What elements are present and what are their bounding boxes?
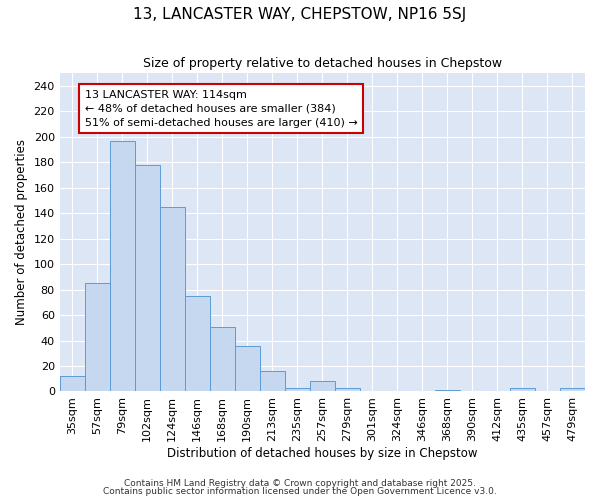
- Bar: [59, 376, 85, 392]
- Text: 13, LANCASTER WAY, CHEPSTOW, NP16 5SJ: 13, LANCASTER WAY, CHEPSTOW, NP16 5SJ: [133, 8, 467, 22]
- Text: Contains public sector information licensed under the Open Government Licence v3: Contains public sector information licen…: [103, 487, 497, 496]
- Title: Size of property relative to detached houses in Chepstow: Size of property relative to detached ho…: [143, 58, 502, 70]
- Bar: [335, 388, 360, 392]
- Text: Contains HM Land Registry data © Crown copyright and database right 2025.: Contains HM Land Registry data © Crown c…: [124, 478, 476, 488]
- Bar: [210, 326, 235, 392]
- Bar: [285, 388, 310, 392]
- Bar: [85, 283, 110, 392]
- Bar: [260, 371, 285, 392]
- Text: 13 LANCASTER WAY: 114sqm
← 48% of detached houses are smaller (384)
51% of semi-: 13 LANCASTER WAY: 114sqm ← 48% of detach…: [85, 90, 358, 128]
- Bar: [310, 382, 335, 392]
- Y-axis label: Number of detached properties: Number of detached properties: [15, 140, 28, 326]
- Bar: [135, 165, 160, 392]
- Bar: [185, 296, 210, 392]
- Bar: [235, 346, 260, 392]
- Bar: [560, 388, 585, 392]
- Bar: [110, 140, 135, 392]
- Bar: [435, 390, 460, 392]
- Bar: [160, 207, 185, 392]
- Bar: [510, 388, 535, 392]
- X-axis label: Distribution of detached houses by size in Chepstow: Distribution of detached houses by size …: [167, 447, 478, 460]
